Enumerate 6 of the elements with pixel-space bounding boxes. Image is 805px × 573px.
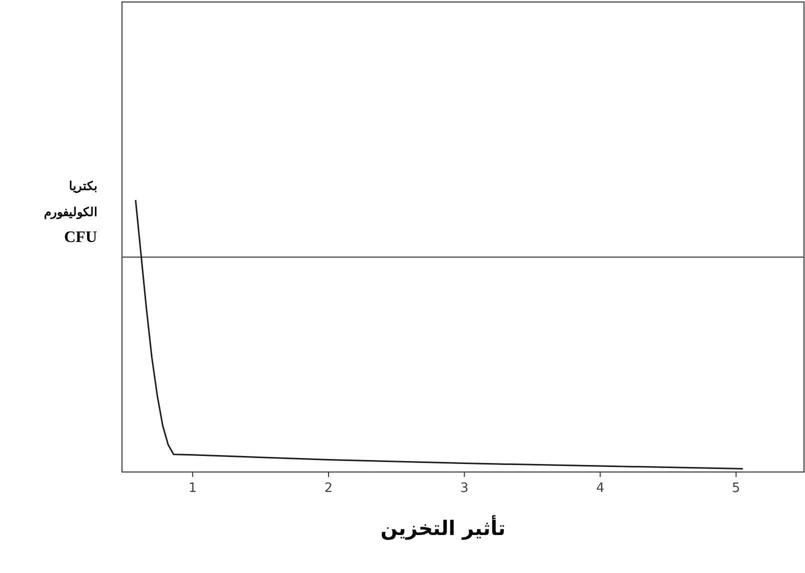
x-axis-title: تأثير التخزين [380, 515, 506, 540]
x-tick-label: 2 [324, 481, 333, 496]
x-tick-label: 5 [732, 481, 740, 496]
x-tick-label: 1 [188, 481, 197, 496]
x-tick-label: 4 [596, 481, 604, 496]
x-tick-label: 3 [460, 481, 468, 496]
